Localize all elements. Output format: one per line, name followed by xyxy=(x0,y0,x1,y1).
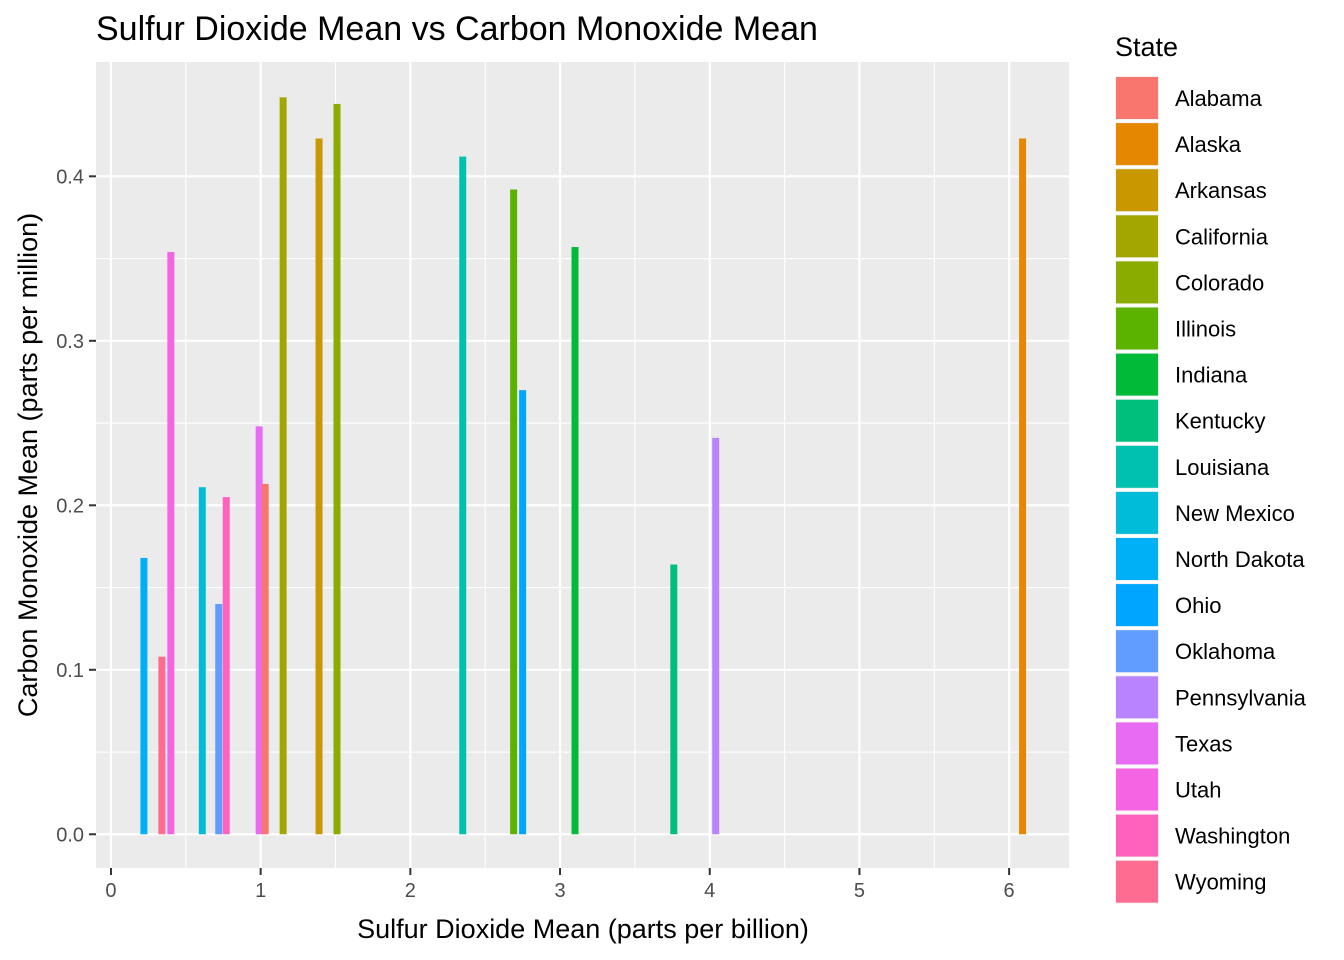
y-tick-label: 0.2 xyxy=(56,495,84,517)
legend-key-swatch xyxy=(1116,169,1158,212)
legend-key-swatch xyxy=(1116,261,1158,304)
legend-label: Pennsylvania xyxy=(1175,685,1307,710)
bar-california xyxy=(279,97,287,835)
legend-key-swatch xyxy=(1116,630,1158,673)
x-axis-ticks: 0 1 2 3 4 5 6 xyxy=(105,868,1015,902)
legend-key-swatch xyxy=(1116,768,1158,811)
legend-label: New Mexico xyxy=(1175,501,1295,526)
bar-louisiana xyxy=(459,156,467,835)
legend-key-swatch xyxy=(1116,814,1158,857)
legend-label: Ohio xyxy=(1175,593,1221,618)
legend-label: Arkansas xyxy=(1175,178,1267,203)
legend-label: Alaska xyxy=(1175,132,1242,157)
legend-label: Indiana xyxy=(1175,363,1248,388)
bar-utah xyxy=(167,251,175,835)
legend-label: Wyoming xyxy=(1175,870,1267,895)
legend-label: Kentucky xyxy=(1175,409,1266,434)
bar-colorado xyxy=(333,103,341,835)
legend-key-swatch xyxy=(1116,584,1158,627)
bar-ohio xyxy=(519,390,527,835)
legend-label: Texas xyxy=(1175,731,1232,756)
bars xyxy=(140,97,1027,835)
bar-alabama xyxy=(261,483,269,835)
x-tick-label: 6 xyxy=(1004,880,1015,902)
bar-indiana xyxy=(571,247,579,835)
bar-alaska xyxy=(1019,138,1027,835)
legend-label: Colorado xyxy=(1175,270,1264,295)
y-axis-ticks: 0.0 0.1 0.2 0.3 0.4 xyxy=(56,166,96,846)
legend-key-swatch xyxy=(1116,676,1158,719)
y-tick-label: 0.4 xyxy=(56,166,84,188)
legend-key-swatch xyxy=(1116,860,1158,903)
plot-panel xyxy=(96,62,1069,868)
legend-key-swatch xyxy=(1116,215,1158,258)
grid-major xyxy=(96,62,1069,868)
x-tick-label: 5 xyxy=(854,880,865,902)
legend-key-swatch xyxy=(1116,399,1158,442)
legend-label: Alabama xyxy=(1175,86,1263,111)
x-tick-label: 0 xyxy=(105,880,116,902)
bar-texas xyxy=(255,426,263,835)
bar-arkansas xyxy=(315,138,323,835)
y-axis-title: Carbon Monoxide Mean (parts per million) xyxy=(13,213,43,717)
legend-key-swatch xyxy=(1116,491,1158,534)
legend: Alabama Alaska Arkansas California Colorado I… xyxy=(1115,76,1307,904)
bar-north-dakota xyxy=(140,557,148,835)
bar-wyoming xyxy=(158,656,166,835)
bar-illinois xyxy=(510,189,518,835)
bar-washington xyxy=(222,497,230,835)
x-tick-label: 3 xyxy=(554,880,565,902)
y-tick-label: 0.3 xyxy=(56,331,84,353)
legend-key-swatch xyxy=(1116,353,1158,396)
x-tick-label: 2 xyxy=(405,880,416,902)
legend-title: State xyxy=(1115,32,1178,62)
legend-label: North Dakota xyxy=(1175,547,1305,572)
y-tick-label: 0.0 xyxy=(56,824,84,846)
bar-pennsylvania xyxy=(712,437,720,835)
y-tick-label: 0.1 xyxy=(56,660,84,682)
x-axis-title: Sulfur Dioxide Mean (parts per billion) xyxy=(357,914,809,944)
legend-key-swatch xyxy=(1116,538,1158,580)
legend-label: California xyxy=(1175,224,1269,249)
bar-kentucky xyxy=(670,564,678,835)
x-tick-label: 1 xyxy=(255,880,266,902)
legend-label: Washington xyxy=(1175,824,1290,849)
legend-key-swatch xyxy=(1116,123,1158,166)
x-tick-label: 4 xyxy=(704,880,715,902)
legend-key-swatch xyxy=(1116,77,1158,119)
bar-oklahoma xyxy=(215,603,223,835)
legend-label: Illinois xyxy=(1175,317,1236,342)
legend-key-swatch xyxy=(1116,307,1158,350)
legend-key-swatch xyxy=(1116,722,1158,765)
legend-label: Louisiana xyxy=(1175,455,1270,480)
chart-title: Sulfur Dioxide Mean vs Carbon Monoxide M… xyxy=(96,10,818,48)
legend-label: Utah xyxy=(1175,778,1221,803)
legend-key-swatch xyxy=(1116,445,1158,488)
legend-label: Oklahoma xyxy=(1175,639,1276,664)
bar-new-mexico xyxy=(198,487,206,835)
